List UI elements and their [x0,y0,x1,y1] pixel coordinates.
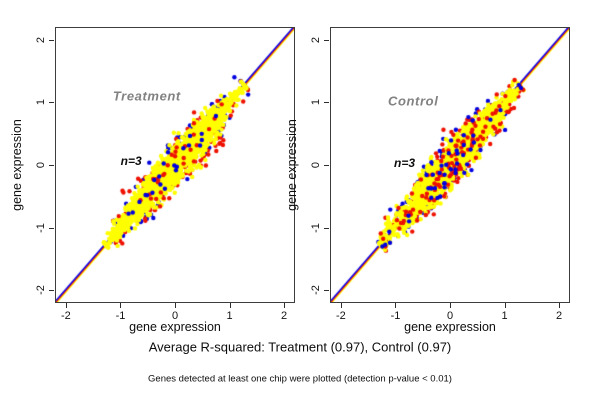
x-tick-label: 2 [556,310,563,322]
y-tick-mark [324,102,329,104]
y-tick-mark [49,227,54,229]
x-tick-label: 2 [281,310,288,322]
x-tick-label: 1 [501,310,508,322]
y-tick-mark [49,290,54,292]
y-tick-label: -1 [35,222,47,233]
y-tick-label: 1 [35,99,47,106]
y-tick-mark [49,39,54,41]
x-tick-mark [175,303,176,308]
x-tick-label: -1 [115,310,126,322]
x-tick-label: -2 [336,310,346,322]
y-tick-label: -2 [35,285,47,296]
y-tick-label: 1 [310,99,322,106]
control-x-axis-label: gene expression [404,320,496,334]
y-tick-mark [49,165,54,166]
x-tick-label: 0 [446,310,454,322]
x-tick-label: -1 [390,310,401,322]
x-tick-label: 0 [171,310,179,322]
y-tick-label: 0 [310,161,322,169]
y-tick-mark [324,39,329,41]
y-tick-mark [49,102,54,104]
x-tick-label: 1 [226,310,233,322]
y-tick-label: 2 [35,36,47,43]
x-tick-label: -2 [61,310,71,322]
y-tick-label: -1 [310,222,322,233]
y-tick-mark [324,227,329,229]
x-tick-mark [229,303,231,308]
treatment-scatter-canvas [56,28,294,302]
x-tick-mark [284,303,286,308]
x-tick-mark [559,303,561,308]
plot-footnote: Genes detected at least one chip were pl… [148,373,452,385]
treatment-plot-area: Treatment n=3 [55,27,295,303]
control-plot-area: Control n=3 [330,27,570,303]
r-squared-summary: Average R-squared: Treatment (0.97), Con… [148,339,452,355]
x-tick-mark [395,303,397,308]
x-tick-mark [450,303,451,308]
control-scatter-canvas [331,28,569,302]
treatment-y-axis-label: gene expression [10,119,24,211]
x-tick-mark [504,303,506,308]
y-tick-mark [324,290,329,292]
y-tick-label: -2 [310,285,322,296]
y-tick-label: 2 [310,36,322,43]
x-tick-mark [340,303,342,308]
y-tick-label: 0 [35,161,47,169]
x-tick-mark [120,303,122,308]
y-tick-mark [324,165,329,166]
x-tick-mark [65,303,67,308]
treatment-x-axis-label: gene expression [129,320,221,334]
